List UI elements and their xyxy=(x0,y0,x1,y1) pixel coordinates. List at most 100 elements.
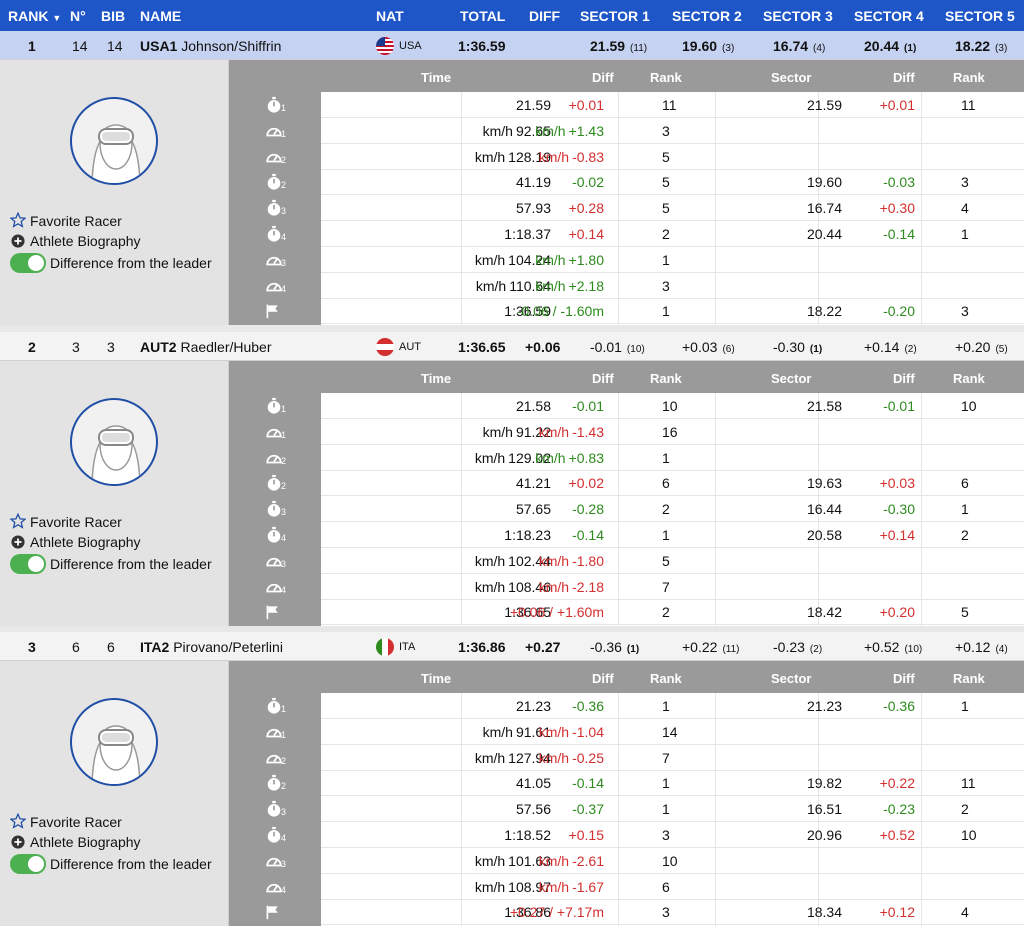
col-diff: Diff xyxy=(592,671,614,686)
header-sector-2[interactable]: SECTOR 2 xyxy=(672,8,742,24)
header-sector-1[interactable]: SECTOR 1 xyxy=(580,8,650,24)
table-row: km/h 108.97 km/h -1.67 6 xyxy=(321,874,1024,900)
header-bib[interactable]: BIB xyxy=(101,8,126,24)
split-diff: km/h -1.80 xyxy=(538,552,604,569)
racer-profile: Favorite Racer Athlete Biography Differenc… xyxy=(0,361,229,626)
split-time: km/h 128.19 xyxy=(474,148,551,165)
finish-flag-icon xyxy=(265,301,285,321)
diff-from-leader-label: Difference from the leader xyxy=(50,255,212,271)
racer-summary-row[interactable]: 2 3 3 AUT2 Raedler/Huber AUT 1:36.65 +0.06 -0.0… xyxy=(0,332,1024,361)
split-table-body: 21.23 -0.36 1 21.23 -0.36 1 km/h 91.61 km/h -1.04… xyxy=(321,693,1024,926)
racer-summary-row[interactable]: 3 6 6 ITA2 Pirovano/Peterlini ITA 1:36.86 +0.2… xyxy=(0,632,1024,661)
split-time: km/h 108.97 xyxy=(474,878,551,895)
split-time: 21.58 xyxy=(515,398,551,414)
sector-1-value: 21.59 (11) xyxy=(590,38,648,54)
sector-4-value: +0.14 (2) xyxy=(864,339,917,355)
column-divider xyxy=(715,92,716,325)
diff-to-leader: +0.27 xyxy=(525,639,561,655)
header-no[interactable]: N° xyxy=(70,8,86,24)
sector-time: 21.59 xyxy=(806,97,842,113)
plus-circle-icon xyxy=(10,233,26,249)
col-sector-rank: Rank xyxy=(953,70,985,85)
split-rank: 16 xyxy=(662,423,678,440)
sector-time: 19.82 xyxy=(806,775,842,792)
sector-diff: +0.12 xyxy=(879,904,915,921)
rank: 1 xyxy=(28,38,36,54)
sector-diff: +0.52 xyxy=(879,827,915,843)
team-name[interactable]: USA1 Johnson/Shiffrin xyxy=(140,38,282,54)
stopwatch-icon: 2 xyxy=(265,172,286,192)
sector-rank: 1 xyxy=(961,226,969,242)
diff-from-leader-toggle[interactable] xyxy=(10,554,46,574)
sector-rank: 4 xyxy=(961,904,969,921)
favorite-racer-link[interactable]: Favorite Racer xyxy=(9,812,122,830)
sector-diff: -0.20 xyxy=(883,303,915,320)
split-time: km/h 92.65 xyxy=(482,122,551,139)
split-diff: -0.06 / -1.60m xyxy=(516,303,604,320)
sector-2-value: +0.03 (6) xyxy=(682,339,735,355)
team-name[interactable]: ITA2 Pirovano/Peterlini xyxy=(140,639,283,655)
table-row: 41.05 -0.14 1 19.82 +0.22 11 xyxy=(321,770,1024,797)
split-time: 1:18.23 xyxy=(504,527,551,543)
header-rank[interactable]: RANK ▼ xyxy=(8,8,62,24)
sector-2-rank: (6) xyxy=(722,344,735,355)
split-time: 41.19 xyxy=(515,174,551,191)
split-time: km/h 108.46 xyxy=(474,578,551,595)
stopwatch-icon: 3 xyxy=(265,198,286,218)
table-row: km/h 128.19 km/h -0.83 5 xyxy=(321,144,1024,170)
split-time: 57.65 xyxy=(515,501,551,518)
table-row: km/h 108.46 km/h -2.18 7 xyxy=(321,574,1024,600)
diff-from-leader-toggle[interactable] xyxy=(10,253,46,273)
column-divider xyxy=(921,693,922,926)
sector-diff: -0.36 xyxy=(883,698,915,714)
sector-rank: 1 xyxy=(961,698,969,714)
split-time: 1:18.52 xyxy=(504,827,551,843)
split-diff: km/h -2.61 xyxy=(538,852,604,869)
split-table-body: 21.58 -0.01 10 21.58 -0.01 10 km/h 91.22 km/h -1.… xyxy=(321,393,1024,626)
sector-3-value: -0.23 (2) xyxy=(773,639,823,655)
sector-rank: 4 xyxy=(961,200,969,217)
col-diff: Diff xyxy=(592,70,614,85)
split-rank: 3 xyxy=(662,277,670,294)
col-sector-diff: Diff xyxy=(893,70,915,85)
finish-flag-icon xyxy=(265,602,285,622)
diff-from-leader-toggle[interactable] xyxy=(10,854,46,874)
split-rank: 6 xyxy=(662,878,670,895)
header-name[interactable]: NAME xyxy=(140,8,182,24)
table-row: 41.19 -0.02 5 19.60 -0.03 3 xyxy=(321,169,1024,196)
split-table-body: 21.59 +0.01 11 21.59 +0.01 11 km/h 92.65 km/h +1.… xyxy=(321,92,1024,325)
athlete-biography-link[interactable]: Athlete Biography xyxy=(10,534,141,550)
header-diff[interactable]: DIFF xyxy=(529,8,561,24)
table-row: 57.56 -0.37 1 16.51 -0.23 2 xyxy=(321,796,1024,823)
speedometer-icon: 3 xyxy=(265,551,286,571)
sector-3-rank: (1) xyxy=(809,344,823,355)
sector-time: 18.22 xyxy=(806,303,842,320)
header-sector-3[interactable]: SECTOR 3 xyxy=(763,8,833,24)
athlete-biography-link[interactable]: Athlete Biography xyxy=(10,233,141,249)
column-divider xyxy=(921,92,922,325)
diff-from-leader-label: Difference from the leader xyxy=(50,856,212,872)
split-diff: +0.15 xyxy=(568,827,604,843)
header-total[interactable]: TOTAL xyxy=(460,8,506,24)
athlete-biography-link[interactable]: Athlete Biography xyxy=(10,834,141,850)
speedometer-icon: 4 xyxy=(265,276,286,296)
header-nat[interactable]: NAT xyxy=(376,8,404,24)
stopwatch-icon: 2 xyxy=(265,473,286,493)
sector-3-value: -0.30 (1) xyxy=(773,339,823,355)
sector-3-rank: (2) xyxy=(809,644,823,655)
sector-time: 16.51 xyxy=(806,801,842,818)
split-time: km/h 110.64 xyxy=(475,277,551,294)
sector-time: 18.34 xyxy=(806,904,842,921)
racer-summary-row[interactable]: 1 14 14 USA1 Johnson/Shiffrin USA 1:36.59 21.5… xyxy=(0,31,1024,60)
split-rank: 2 xyxy=(662,604,670,621)
col-sector-rank: Rank xyxy=(953,671,985,686)
header-sector-5[interactable]: SECTOR 5 xyxy=(945,8,1015,24)
split-diff: km/h -0.83 xyxy=(538,148,604,165)
favorite-racer-link[interactable]: Favorite Racer xyxy=(9,211,122,229)
col-diff: Diff xyxy=(592,371,614,386)
team-name[interactable]: AUT2 Raedler/Huber xyxy=(140,339,272,355)
favorite-racer-link[interactable]: Favorite Racer xyxy=(9,512,122,530)
table-row: 1:36.59 -0.06 / -1.60m 1 18.22 -0.20 3 xyxy=(321,298,1024,325)
racer-profile: Favorite Racer Athlete Biography Differenc… xyxy=(0,661,229,926)
header-sector-4[interactable]: SECTOR 4 xyxy=(854,8,924,24)
